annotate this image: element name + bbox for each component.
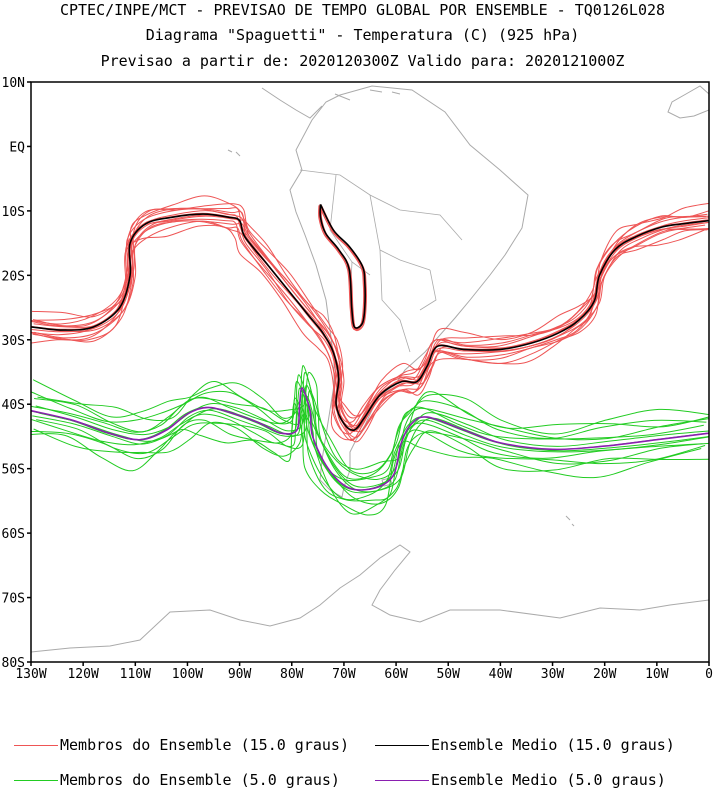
mean-15-line — [31, 213, 709, 432]
legend-mean15-swatch — [375, 745, 429, 746]
coastline-map — [31, 85, 709, 662]
plot-frame — [30, 81, 710, 663]
x-tick-label: 90W — [228, 667, 252, 682]
legend-member15-swatch — [14, 745, 58, 746]
x-tick-label: 80W — [280, 667, 304, 682]
member-15-line-12 — [31, 195, 709, 417]
member-5-line-7 — [31, 380, 704, 482]
legend-mean15: Ensemble Medio (15.0 graus) — [375, 736, 675, 754]
chart-subtitle-dates: Previsao a partir de: 2020120300Z Valido… — [100, 52, 625, 70]
antarctica-coastline — [31, 544, 709, 662]
legend-member5: Membros do Ensemble (5.0 graus) — [14, 771, 340, 789]
member-15-andes-line-0 — [320, 206, 367, 332]
x-tick-label: 50W — [436, 667, 460, 682]
member-5-line-10 — [37, 371, 709, 470]
y-tick-label: EQ — [9, 140, 25, 155]
legend-member5-swatch — [14, 780, 58, 781]
x-tick-label: 70W — [332, 667, 356, 682]
y-tick-label: 80S — [2, 656, 25, 671]
chart-title: Diagrama "Spaguetti" - Temperatura (C) (… — [145, 26, 580, 44]
x-tick-label: 130W — [15, 667, 46, 682]
x-tick-label: 20W — [593, 667, 617, 682]
member-15-line-13 — [36, 214, 709, 433]
legend-mean5-swatch — [375, 780, 429, 781]
legend-member15: Membros do Ensemble (15.0 graus) — [14, 736, 349, 754]
x-tick-label: 30W — [541, 667, 565, 682]
y-axis: 10N EQ 10S 20S 30S 40S 50S 60S 70S 80S — [2, 76, 31, 671]
member-15-andes-line-1 — [318, 206, 365, 331]
y-tick-label: 10S — [2, 205, 25, 220]
chart-header-line1: CPTEC/INPE/MCT - PREVISAO DE TEMPO GLOBA… — [59, 1, 666, 19]
caribbean-islands — [227, 89, 401, 157]
central-america-coastline — [261, 87, 351, 119]
member-15-line-11 — [31, 224, 705, 441]
x-axis: 130W 120W 110W 100W 90W 80W 70W 60W 50W 40W 30W 20W… — [15, 662, 713, 682]
x-tick-label: 10W — [645, 667, 669, 682]
y-tick-label: 60S — [2, 527, 25, 542]
member-15-line-0 — [32, 220, 709, 443]
y-tick-label: 40S — [2, 398, 25, 413]
means-group — [31, 204, 709, 491]
x-tick-label: 60W — [384, 667, 408, 682]
legend-mean5: Ensemble Medio (5.0 graus) — [375, 771, 666, 789]
africa-coastline — [667, 85, 709, 119]
x-tick-label: 110W — [120, 667, 151, 682]
member-15-line-10 — [34, 203, 709, 419]
x-tick-label: 100W — [172, 667, 203, 682]
members-15-group — [31, 195, 709, 443]
member-15-andes-line-3 — [318, 205, 365, 330]
member-5-line-11 — [31, 402, 702, 516]
x-tick-label: 0 — [705, 667, 713, 682]
spaghetti-chart: 10N EQ 10S 20S 30S 40S 50S 60S 70S 80S 130W 120W 11… — [2, 76, 713, 682]
legend-member15-label: Membros do Ensemble (15.0 graus) — [60, 736, 349, 754]
mean-15-andes-line — [319, 204, 366, 329]
y-tick-label: 50S — [2, 463, 25, 478]
legend-mean5-label: Ensemble Medio (5.0 graus) — [431, 771, 666, 789]
member-5-line-12 — [32, 365, 709, 475]
members-5-group — [31, 365, 709, 516]
member-5-line-2 — [36, 395, 709, 505]
x-tick-label: 120W — [67, 667, 98, 682]
south-america-coastline — [289, 85, 529, 498]
legend-mean15-label: Ensemble Medio (15.0 graus) — [431, 736, 675, 754]
south-atlantic-islands — [381, 477, 575, 527]
x-tick-label: 40W — [489, 667, 513, 682]
y-tick-label: 30S — [2, 334, 25, 349]
member-5-line-3 — [31, 397, 703, 501]
legend-member5-label: Membros do Ensemble (5.0 graus) — [60, 771, 340, 789]
country-borders — [299, 169, 463, 353]
y-tick-label: 20S — [2, 269, 25, 284]
y-tick-label: 10N — [2, 76, 25, 91]
y-tick-label: 70S — [2, 592, 25, 607]
mean-5-line — [31, 387, 709, 491]
member-5-line-4 — [32, 391, 709, 494]
